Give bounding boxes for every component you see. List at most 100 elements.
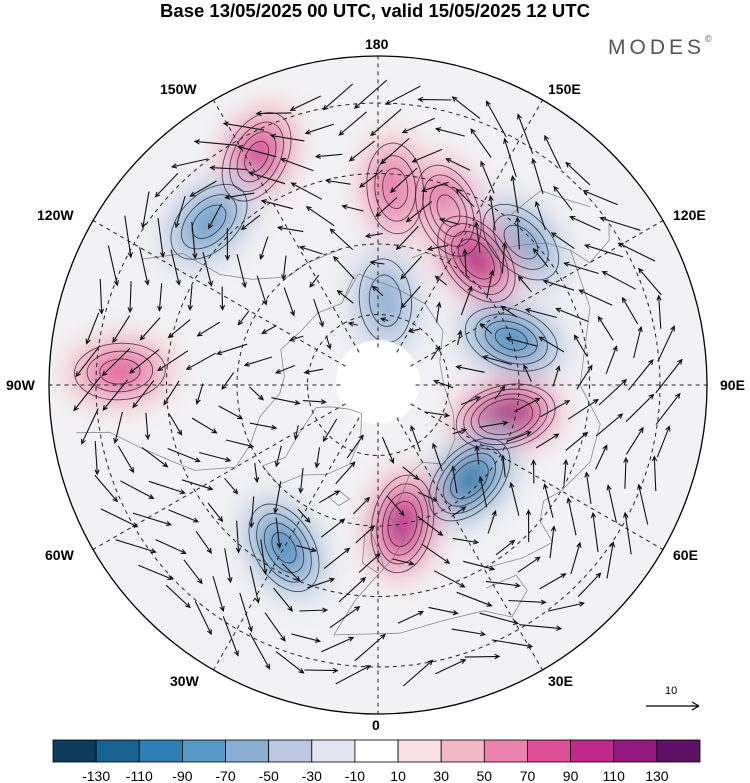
wind-arrow <box>434 275 447 286</box>
wind-arrow <box>384 85 421 105</box>
brand-mark: © <box>705 34 712 44</box>
wind-arrow <box>209 165 248 171</box>
contour-line <box>474 313 548 365</box>
wind-arrow <box>259 236 269 261</box>
latitude-circle <box>236 243 520 527</box>
wind-arrow <box>488 195 496 231</box>
wind-arrow <box>617 242 656 262</box>
wind-arrow <box>534 200 546 231</box>
colorbar-tick-label: 90 <box>563 768 579 783</box>
wind-arrow <box>224 477 239 495</box>
wind-arrow <box>237 310 250 326</box>
wind-arrow <box>395 225 419 251</box>
wind-arrow <box>195 383 204 405</box>
anomaly-contour <box>392 509 413 539</box>
wind-arrow <box>582 189 618 206</box>
wind-arrow <box>296 544 318 553</box>
wind-arrow <box>168 509 200 523</box>
wind-arrow <box>552 365 561 387</box>
contour-line <box>191 204 227 239</box>
wind-arrow <box>124 215 133 259</box>
colorbar-box <box>483 739 528 763</box>
wind-arrow <box>113 411 123 445</box>
wind-arrow <box>260 325 277 335</box>
wind-arrow <box>239 592 253 633</box>
contour-line <box>428 438 511 522</box>
wind-arrow <box>480 160 495 194</box>
wind-arrow <box>168 413 183 436</box>
wind-arrow <box>323 547 351 570</box>
wind-arrow <box>486 269 495 299</box>
wind-arrow <box>402 659 434 687</box>
wind-arrow <box>235 520 242 554</box>
wind-arrow <box>455 188 475 207</box>
wind-arrow <box>249 632 271 670</box>
wind-arrow <box>420 181 449 193</box>
contour-line <box>366 142 425 235</box>
wind-arrow <box>256 275 268 306</box>
wind-arrow <box>595 444 608 470</box>
wind-arrow <box>148 480 186 495</box>
contour-line <box>484 320 538 358</box>
contour-line <box>387 500 418 547</box>
wind-arrow <box>322 418 338 443</box>
wind-arrow <box>155 539 187 554</box>
wind-arrow <box>183 559 203 585</box>
colorbar-tick-label: 130 <box>645 768 669 783</box>
contour-line <box>248 503 320 593</box>
wind-arrow <box>599 216 641 231</box>
wind-arrow <box>73 376 101 412</box>
wind-arrow <box>408 327 420 334</box>
meridian <box>396 417 546 675</box>
wind-arrow <box>417 516 444 536</box>
wind-arrow <box>576 364 593 390</box>
wind-arrow <box>225 439 255 449</box>
colorbar-box <box>656 739 701 763</box>
wind-arrow <box>595 413 624 437</box>
wind-arrow <box>255 110 292 117</box>
wind-arrow <box>336 289 354 304</box>
wind-arrow <box>187 285 193 312</box>
wind-arrow <box>314 153 343 160</box>
wind-arrow <box>392 558 415 566</box>
colorbar-box <box>354 739 399 763</box>
colorbar-tick-label: -130 <box>82 768 110 783</box>
wind-arrow <box>432 442 443 472</box>
wind-arrow <box>199 451 232 463</box>
wind-arrow <box>430 345 441 360</box>
wind-arrow <box>550 232 575 250</box>
wind-arrow <box>417 96 452 103</box>
lon-label-120e: 120E <box>673 207 706 223</box>
wind-arrow <box>189 180 217 197</box>
wind-arrow <box>421 543 451 564</box>
wind-arrow <box>319 490 341 504</box>
wind-arrow <box>598 378 628 406</box>
lon-label-30e: 30E <box>548 673 573 689</box>
meridian <box>396 95 546 353</box>
meridian <box>410 217 668 367</box>
lon-label-30w: 30W <box>170 673 199 689</box>
wind-arrow <box>371 285 384 297</box>
wind-arrow <box>517 113 534 154</box>
wind-arrow <box>202 252 214 287</box>
wind-arrow <box>248 496 255 529</box>
wind-arrow <box>532 247 549 268</box>
wind-arrow <box>297 508 311 524</box>
wind-arrow <box>181 479 214 491</box>
wind-arrow <box>370 108 402 137</box>
wind-arrow <box>329 606 361 629</box>
wind-arrow <box>657 325 675 362</box>
meridian <box>410 403 668 553</box>
wind-arrow <box>577 572 602 598</box>
wind-arrow <box>329 228 354 251</box>
wind-arrow <box>519 624 563 631</box>
wind-arrow <box>434 127 465 137</box>
wind-arrow <box>457 329 463 345</box>
wind-arrow <box>539 573 567 590</box>
contour-line <box>457 238 495 280</box>
wind-arrow <box>219 286 226 311</box>
wind-arrow <box>524 307 557 319</box>
wind-arrow <box>314 447 321 469</box>
wind-arrow <box>163 380 180 406</box>
wind-arrow <box>129 349 160 374</box>
